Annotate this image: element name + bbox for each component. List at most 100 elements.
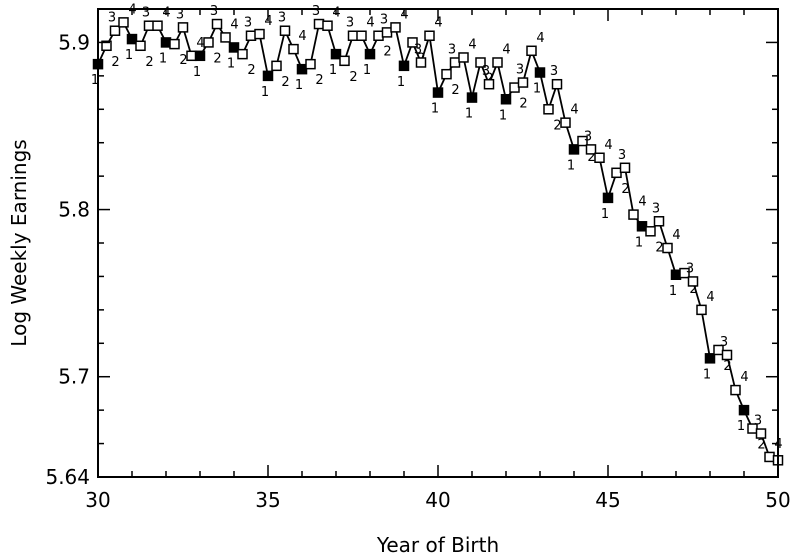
quarter-label: 1 bbox=[193, 65, 201, 80]
data-point bbox=[764, 451, 775, 463]
quarter-label: 1 bbox=[567, 158, 575, 173]
quarter-label: 2 bbox=[689, 282, 697, 297]
quarter-label: 4 bbox=[706, 290, 714, 305]
quarter-label: 1 bbox=[703, 367, 711, 382]
quarter-label: 1 bbox=[91, 73, 99, 88]
quarter-label: 4 bbox=[536, 31, 544, 46]
quarter-label: 1 bbox=[397, 75, 405, 90]
quarter-label: 4 bbox=[434, 16, 442, 31]
quarter-label: 4 bbox=[570, 103, 578, 118]
quarter-label: 3 bbox=[346, 16, 354, 31]
data-point-q1 bbox=[194, 50, 206, 62]
quarter-label: 3 bbox=[584, 129, 592, 144]
quarter-label: 2 bbox=[587, 150, 595, 165]
quarter-label: 1 bbox=[635, 235, 643, 250]
data-point bbox=[381, 27, 393, 38]
x-axis-label: Year of Birth bbox=[376, 533, 499, 557]
data-point bbox=[628, 209, 639, 220]
quarter-label: 2 bbox=[213, 51, 221, 66]
data-point bbox=[271, 60, 282, 72]
data-point bbox=[356, 30, 367, 41]
quarter-label: 2 bbox=[111, 55, 119, 70]
data-point bbox=[449, 57, 461, 68]
data-point bbox=[619, 162, 631, 174]
quarter-label: 3 bbox=[278, 11, 286, 26]
data-point bbox=[237, 48, 248, 60]
y-tick-label: 5.9 bbox=[58, 30, 90, 54]
y-axis-label: Log Weekly Earnings bbox=[7, 139, 31, 346]
quarter-label: 3 bbox=[244, 16, 252, 31]
data-point bbox=[203, 37, 214, 48]
quarter-label: 2 bbox=[281, 75, 289, 90]
data-point bbox=[177, 22, 189, 33]
data-point bbox=[517, 77, 529, 88]
quarter-label: 1 bbox=[499, 108, 507, 123]
quarter-label: 3 bbox=[312, 4, 320, 19]
quarter-label: 2 bbox=[349, 70, 357, 85]
data-point bbox=[653, 216, 665, 227]
quarter-label: 1 bbox=[159, 51, 167, 66]
quarter-label: 3 bbox=[720, 335, 728, 350]
quarter-label: 1 bbox=[669, 284, 677, 299]
data-point-q1 bbox=[500, 94, 512, 105]
data-point-q1 bbox=[636, 221, 648, 232]
x-tick-label: 45 bbox=[595, 488, 620, 512]
data-point bbox=[594, 152, 605, 164]
data-point bbox=[483, 78, 495, 90]
data-point bbox=[322, 20, 333, 31]
quarter-label: 2 bbox=[145, 55, 153, 70]
plot-area: 1234123412341234123412341234123412341234… bbox=[91, 2, 784, 466]
data-point-q1 bbox=[534, 67, 546, 78]
data-point bbox=[543, 104, 554, 115]
data-point-q1 bbox=[704, 353, 716, 364]
quarter-label: 2 bbox=[621, 182, 629, 197]
data-point bbox=[143, 20, 155, 31]
data-point bbox=[390, 22, 401, 33]
quarter-label: 1 bbox=[227, 56, 235, 71]
data-point-q1 bbox=[398, 60, 410, 72]
y-tick-label: 5.7 bbox=[58, 365, 90, 389]
quarter-label: 1 bbox=[261, 85, 269, 100]
data-point bbox=[313, 18, 325, 30]
quarter-label: 4 bbox=[672, 228, 680, 243]
data-point bbox=[279, 25, 291, 36]
data-point bbox=[415, 57, 427, 68]
data-point bbox=[662, 242, 673, 254]
x-tick-label: 40 bbox=[425, 488, 450, 512]
data-point bbox=[458, 52, 469, 63]
y-tick-label: 5.8 bbox=[58, 198, 90, 222]
data-point-q1 bbox=[126, 33, 138, 45]
data-point bbox=[475, 57, 486, 68]
data-point-q1 bbox=[738, 404, 750, 416]
quarter-label: 3 bbox=[550, 64, 558, 79]
quarter-label: 1 bbox=[533, 82, 541, 97]
quarter-label: 1 bbox=[295, 78, 303, 93]
quarter-label: 4 bbox=[740, 370, 748, 385]
quarter-label: 1 bbox=[125, 48, 133, 63]
data-point bbox=[347, 30, 359, 41]
data-point bbox=[305, 58, 316, 70]
quarter-label: 2 bbox=[757, 438, 765, 453]
quarter-label: 1 bbox=[601, 207, 609, 222]
quarter-label: 4 bbox=[230, 17, 238, 32]
quarter-label: 3 bbox=[482, 64, 490, 79]
data-point bbox=[730, 384, 741, 396]
quarter-label: 1 bbox=[465, 107, 473, 122]
data-point-q1 bbox=[160, 37, 172, 48]
quarter-label: 4 bbox=[638, 195, 646, 210]
quarter-label: 4 bbox=[502, 42, 510, 57]
data-point bbox=[721, 349, 733, 361]
data-point bbox=[687, 276, 699, 287]
data-point bbox=[211, 18, 223, 30]
quarter-label: 2 bbox=[451, 83, 459, 98]
data-point bbox=[441, 68, 452, 80]
data-point bbox=[109, 25, 121, 36]
quarter-label: 1 bbox=[737, 419, 745, 434]
quarter-label: 2 bbox=[553, 118, 561, 133]
quarter-label: 3 bbox=[652, 201, 660, 216]
data-point bbox=[585, 144, 597, 155]
data-point-q1 bbox=[670, 269, 682, 281]
data-point bbox=[679, 267, 690, 279]
data-point bbox=[560, 117, 571, 128]
